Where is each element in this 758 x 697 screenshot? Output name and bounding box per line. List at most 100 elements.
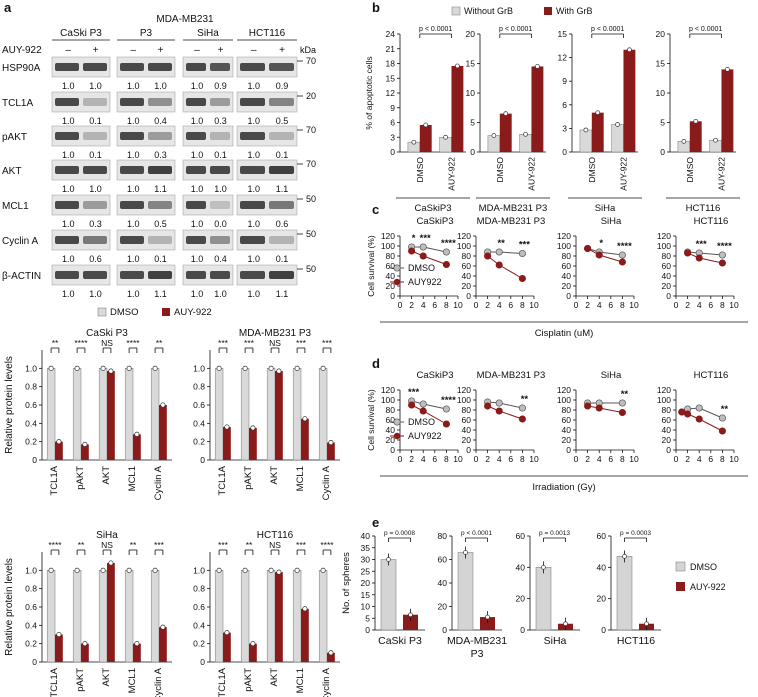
bar-treated [107, 563, 115, 662]
bar-treated [275, 572, 283, 662]
bar-dmso [318, 570, 328, 663]
blot-quant-value: 1.0 [62, 150, 75, 160]
blot-band [83, 166, 107, 174]
x-tick-label: Cyclin A [321, 667, 332, 697]
blot-band [120, 63, 144, 71]
data-point [276, 368, 282, 374]
bar-treated [55, 441, 63, 460]
y-tick-label: 100 [657, 395, 671, 405]
x-axis-title: P3 [471, 648, 484, 660]
blot-membrane [236, 194, 298, 216]
data-point [495, 248, 503, 256]
blot-kda-value: 50 [306, 194, 316, 204]
blot-quant-value: 0.1 [89, 150, 102, 160]
data-point [725, 67, 730, 72]
x-tick-label: 6 [608, 454, 613, 464]
bar-treated [275, 371, 283, 460]
y-tick-label: 100 [381, 241, 395, 251]
x-tick-label: 4 [697, 300, 702, 310]
y-tick-label: 0.2 [25, 437, 37, 447]
y-tick-label: 20 [438, 602, 448, 612]
blot-kda-value: 70 [306, 125, 316, 135]
data-point [495, 407, 503, 415]
data-point [455, 63, 460, 69]
data-point [56, 439, 62, 445]
y-tick-label: 0 [566, 445, 571, 455]
blot-quant-value: 1.0 [191, 81, 204, 91]
y-tick-label: 100 [557, 241, 571, 251]
bar-with-grb [451, 65, 464, 152]
data-point [268, 567, 274, 573]
y-tick-label: 9 [390, 103, 395, 113]
legend-label: AUY922 [408, 431, 442, 441]
data-point [622, 554, 627, 559]
y-tick-label: 80 [562, 405, 572, 415]
y-tick-label: 0 [200, 657, 205, 667]
x-tick-label: Cyclin A [321, 465, 332, 500]
y-tick-label: 120 [381, 231, 395, 241]
p-value-label: p < 0.0001 [499, 26, 532, 33]
y-tick-label: 0 [365, 625, 370, 635]
significance-label: *** [218, 540, 229, 550]
x-tick-label: DMSO [495, 157, 505, 183]
blot-quant-value: 0.3 [214, 116, 227, 126]
data-point [618, 258, 626, 266]
blot-quant-value: 1.0 [62, 219, 75, 229]
blot-protein-label: Cyclin A [2, 236, 38, 247]
y-axis-title: % of apoptotic cells [364, 56, 374, 129]
y-tick-label: 0 [520, 625, 525, 635]
x-tick-label: 2 [685, 300, 690, 310]
bar-treated [107, 371, 115, 460]
x-tick-label: MCL1 [295, 668, 306, 693]
blot-quant-value: 1.1 [276, 184, 289, 194]
data-point [250, 425, 256, 431]
series-line [487, 401, 523, 409]
chart-title: MDA-MB231 P3 [239, 328, 312, 339]
data-point [268, 365, 274, 371]
blot-quant-value: 1.0 [89, 289, 102, 299]
data-point [684, 249, 692, 257]
blot-membrane [116, 159, 176, 181]
data-point [152, 365, 158, 371]
data-point [485, 614, 490, 620]
legend-label: AUY922 [408, 277, 442, 287]
legend-label: AUY-922 [690, 582, 726, 592]
y-tick-label: 40 [386, 271, 396, 281]
y-tick-label: 0.2 [193, 437, 205, 447]
y-tick-label: 120 [457, 231, 471, 241]
y-tick-label: 60 [662, 415, 672, 425]
data-point [595, 110, 601, 116]
blot-cell-line-label: P3 [140, 28, 153, 39]
x-tick-label: 6 [508, 300, 513, 310]
data-point [718, 414, 726, 422]
x-tick-label: pAKT [243, 466, 254, 490]
blot-kda-value: 20 [306, 91, 316, 101]
significance-label: ** [130, 540, 137, 550]
x-tick-label: 0 [398, 454, 403, 464]
x-tick-label: 10 [453, 454, 463, 464]
data-point [718, 251, 726, 259]
x-tick-label: MCL1 [295, 466, 306, 491]
blot-protein-label: pAKT [2, 132, 27, 143]
blot-quant-value: 1.0 [62, 254, 75, 264]
y-tick-label: 20 [386, 435, 396, 445]
blot-band [269, 63, 294, 71]
blot-quant-value: 1.0 [127, 184, 140, 194]
x-tick-label: 8 [444, 300, 449, 310]
series-line [587, 405, 623, 413]
blot-band [240, 271, 265, 279]
x-tick-label: DMSO [415, 157, 425, 183]
blot-membrane [182, 264, 234, 286]
bar-dmso [214, 570, 224, 663]
data-point [681, 139, 687, 144]
y-tick-label: 40 [662, 271, 672, 281]
blot-minus: – [194, 45, 200, 56]
bar-dmso [266, 570, 276, 663]
y-tick-label: 0.2 [193, 639, 205, 649]
blot-kda-value: 70 [306, 56, 316, 66]
y-tick-label: 80 [562, 251, 572, 261]
blot-band [120, 132, 144, 140]
data-point [100, 365, 106, 371]
significance-label: **** [441, 238, 456, 249]
blot-minus: – [130, 45, 136, 56]
